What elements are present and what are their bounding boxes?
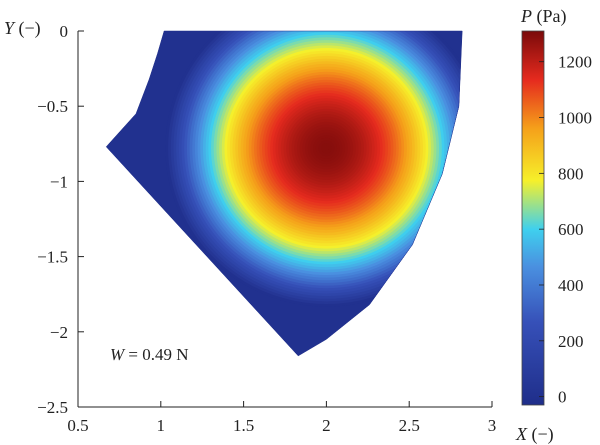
colorbar-gradient (521, 30, 545, 406)
colorbar-title: P (Pa) (520, 6, 567, 27)
x-tick-label: 0.5 (67, 416, 88, 435)
colorbar-tick-label: 400 (558, 276, 584, 295)
colorbar-tick-label: 600 (558, 220, 584, 239)
colorbar-tick-label: 200 (558, 332, 584, 351)
x-tick-label: 2 (322, 416, 331, 435)
domain-outline (105, 30, 463, 357)
x-axis-ticks: 0.5 1 1.5 2 2.5 3 (67, 401, 496, 435)
x-tick-label: 1 (157, 416, 166, 435)
axes-frame (77, 31, 492, 408)
y-tick-label: −1 (50, 172, 68, 191)
colorbar-tick-label: 0 (558, 388, 567, 407)
y-tick-label: −1.5 (37, 248, 68, 267)
contour-band (323, 145, 330, 151)
y-tick-label: −0.5 (37, 97, 68, 116)
y-tick-label: 0 (60, 22, 69, 41)
load-annotation: W = 0.49 N (110, 345, 189, 364)
y-axis-ticks: 0 −0.5 −1 −1.5 −2 −2.5 (37, 22, 84, 417)
y-tick-label: −2.5 (37, 398, 68, 417)
x-tick-label: 1.5 (233, 416, 254, 435)
y-tick-label: −2 (50, 323, 68, 342)
x-tick-label: 3 (488, 416, 497, 435)
colorbar-ticks: 0 200 400 600 800 1000 1200 (539, 53, 592, 407)
colorbar-tick-label: 1200 (558, 53, 592, 72)
colorbar: 0 200 400 600 800 1000 1200 P (Pa) (520, 6, 592, 407)
colorbar-tick-label: 1000 (558, 109, 592, 128)
colorbar-tick-label: 800 (558, 164, 584, 183)
pressure-field (106, 31, 463, 356)
y-axis-title: Y (−) (4, 18, 41, 39)
x-tick-label: 2.5 (399, 416, 420, 435)
x-axis-title: X (−) (515, 424, 554, 445)
